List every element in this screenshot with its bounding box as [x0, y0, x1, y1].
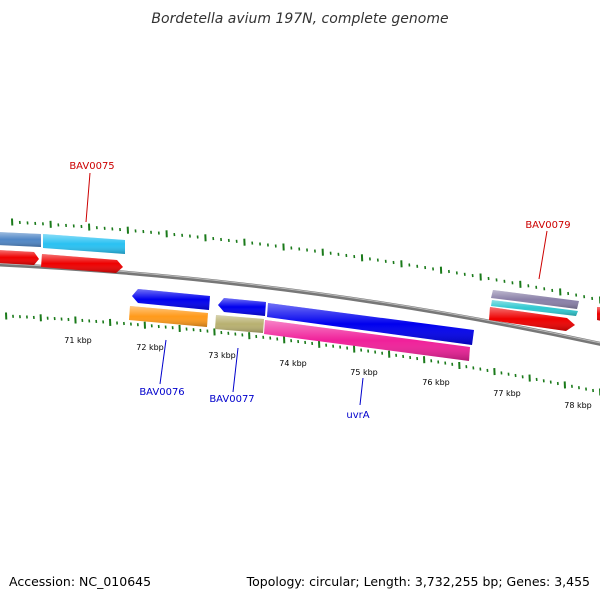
leader-bav0075: [85, 172, 91, 223]
scale-label-74: 74 kbp: [279, 359, 307, 368]
feature-track-inner: [129, 289, 474, 361]
feature-arrow-5[interactable]: [129, 306, 208, 327]
map-title: Bordetella avium 197N, complete genome: [151, 11, 448, 27]
feature-arrow-6[interactable]: [218, 298, 266, 316]
feature-arrow-3[interactable]: [41, 254, 123, 273]
feature-arrow-2[interactable]: [0, 250, 39, 265]
gene-label-bav0077[interactable]: BAV0077: [209, 394, 254, 405]
genome-summary-text: Topology: circular; Length: 3,732,255 bp…: [246, 574, 590, 589]
scale-label-78: 78 kbp: [564, 401, 592, 410]
scale-label-71: 71 kbp: [64, 336, 92, 345]
leader-uvra: [359, 377, 364, 406]
feature-arrow-7[interactable]: [215, 315, 264, 333]
label-leaders: [85, 172, 548, 406]
feature-arrow-0[interactable]: [0, 232, 41, 247]
feature-arrow-1[interactable]: [43, 234, 125, 254]
scale-label-75: 75 kbp: [350, 368, 378, 377]
accession-text: Accession: NC_010645: [9, 574, 151, 589]
scale-label-73: 73 kbp: [208, 351, 236, 360]
scale-label-77: 77 kbp: [493, 389, 521, 398]
scale-label-72: 72 kbp: [136, 343, 164, 352]
scale-label-76: 76 kbp: [422, 378, 450, 387]
scale-labels: 71 kbp 72 kbp 73 kbp 74 kbp 75 kbp 76 kb…: [64, 336, 592, 410]
leader-bav0079: [538, 230, 548, 280]
leader-bav0077: [232, 347, 239, 393]
feature-arrow-4[interactable]: [132, 289, 210, 310]
gene-label-uvra[interactable]: uvrA: [346, 410, 369, 421]
gene-label-bav0076[interactable]: BAV0076: [139, 387, 184, 398]
leader-bav0076: [159, 339, 167, 385]
gene-label-bav0079[interactable]: BAV0079: [525, 220, 570, 231]
gene-label-bav0075[interactable]: BAV0075: [69, 161, 114, 172]
